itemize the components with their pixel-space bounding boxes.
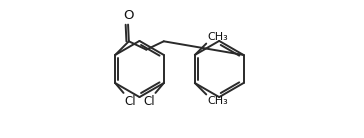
Text: Cl: Cl [143,95,155,108]
Text: Cl: Cl [124,95,136,108]
Text: CH₃: CH₃ [207,32,228,42]
Text: O: O [123,9,133,22]
Text: CH₃: CH₃ [207,96,228,106]
